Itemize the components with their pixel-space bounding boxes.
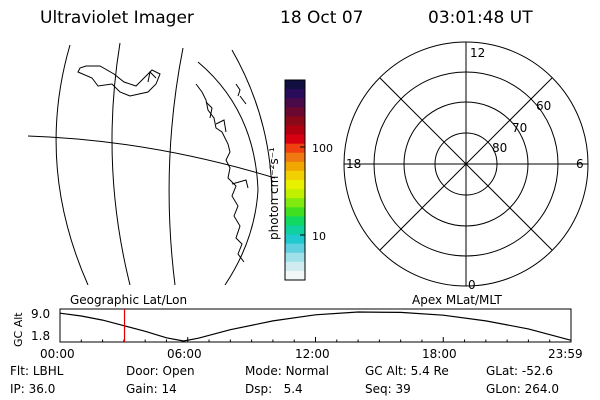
- status-ip: IP: 36.0: [10, 382, 56, 396]
- colorbar-tick-10: 10: [312, 230, 326, 243]
- lat-label-70: 70: [512, 121, 527, 135]
- geographic-map: [28, 42, 276, 285]
- colorbar-swatch: [285, 134, 305, 145]
- colorbar-swatch: [285, 225, 305, 236]
- altitude-xtick-12: 12:00: [295, 347, 330, 361]
- colorbar-swatch: [285, 143, 305, 154]
- geographic-label: Geographic Lat/Lon: [70, 293, 187, 307]
- colorbar-frame: [284, 79, 306, 281]
- altitude-xtick-18: 18:00: [422, 347, 457, 361]
- lat-label-60: 60: [536, 99, 551, 113]
- colorbar-swatch: [285, 170, 305, 181]
- altitude-x-ticks: [59, 337, 572, 342]
- colorbar-swatch: [285, 152, 305, 163]
- mlt-label-12: 12: [470, 46, 485, 60]
- altitude-ytick-9: 9.0: [31, 307, 50, 321]
- altitude-ylabel: GC Alt: [12, 312, 25, 347]
- colorbar-swatch: [285, 80, 305, 90]
- colorbar-swatch: [285, 252, 305, 263]
- colorbar: [285, 80, 305, 281]
- colorbar-swatch: [285, 207, 305, 217]
- status-glat: GLat: -52.6: [486, 364, 553, 378]
- colorbar-swatch: [285, 216, 305, 227]
- status-seq: Seq: 39: [365, 382, 411, 396]
- status-dsp: Dsp: 5.4: [245, 382, 303, 396]
- status-mode: Mode: Normal: [245, 364, 329, 378]
- mlt-label-18: 18: [346, 157, 361, 171]
- mlt-label-0: 0: [468, 278, 476, 292]
- mlt-label-6: 6: [576, 157, 584, 171]
- colorbar-swatch: [285, 89, 305, 99]
- status-door: Door: Open: [126, 364, 195, 378]
- polar-grid: [343, 41, 589, 287]
- altitude-curve: [59, 311, 571, 342]
- colorbar-swatch: [285, 270, 305, 281]
- colorbar-swatch: [285, 261, 305, 272]
- colorbar-swatch: [285, 98, 305, 108]
- colorbar-swatch: [285, 107, 305, 117]
- colorbar-swatch: [285, 116, 305, 127]
- altitude-plot: [59, 308, 572, 343]
- colorbar-unit-label: photon cm⁻²s⁻¹: [267, 147, 281, 240]
- date-display: 18 Oct 07: [280, 8, 364, 28]
- status-gc-alt: GC Alt: 5.4 Re: [365, 364, 449, 378]
- lat-label-80: 80: [492, 141, 507, 155]
- colorbar-swatch: [285, 198, 305, 208]
- colorbar-tick-100: 100: [312, 142, 333, 155]
- colorbar-swatch: [285, 189, 305, 199]
- altitude-xtick-6: 06:00: [167, 347, 202, 361]
- altitude-ytick-1-8: 1.8: [31, 329, 50, 343]
- colorbar-swatch: [285, 234, 305, 245]
- colorbar-swatch: [285, 243, 305, 254]
- apex-label: Apex MLat/MLT: [412, 293, 502, 307]
- app-title: Ultraviolet Imager: [40, 8, 194, 28]
- time-display: 03:01:48 UT: [428, 8, 533, 28]
- colorbar-swatch: [285, 180, 305, 190]
- altitude-xtick-0: 00:00: [40, 347, 75, 361]
- colorbar-swatch: [285, 125, 305, 136]
- status-gain: Gain: 14: [126, 382, 177, 396]
- status-glon: GLon: 264.0: [486, 382, 559, 396]
- altitude-xtick-24: 23:59: [548, 347, 583, 361]
- status-flt: Flt: LBHL: [10, 364, 64, 378]
- colorbar-swatch: [285, 161, 305, 172]
